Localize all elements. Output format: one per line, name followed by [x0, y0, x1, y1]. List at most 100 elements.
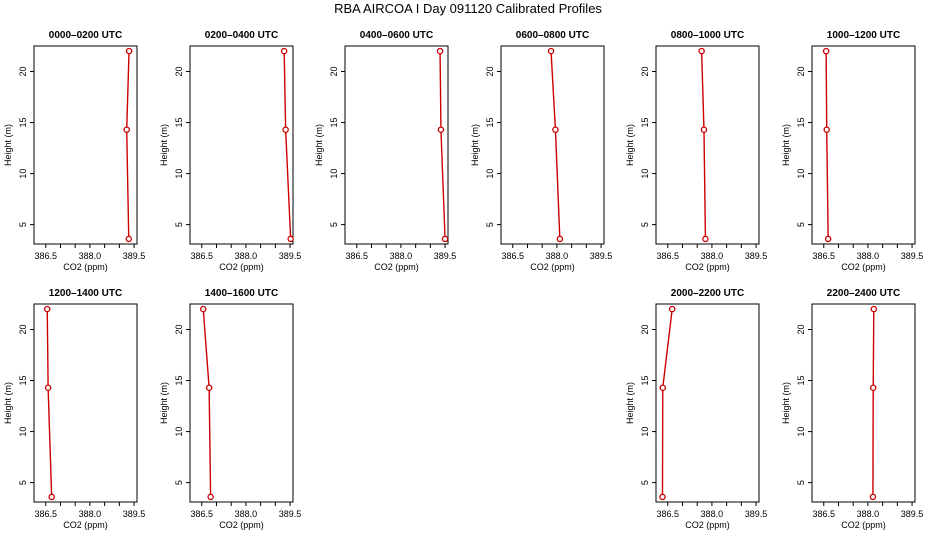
x-tick-label: 386.5	[813, 509, 836, 519]
x-tick-label: 389.5	[590, 251, 613, 261]
panel-title: 0800–1000 UTC	[671, 30, 744, 41]
y-tick-label: 20	[18, 67, 28, 77]
data-point	[287, 235, 294, 243]
y-tick-label: 5	[796, 480, 806, 485]
y-tick-label: 15	[796, 118, 806, 128]
y-tick-label: 15	[18, 376, 28, 386]
x-tick-label: 389.5	[901, 251, 924, 261]
profile-line	[439, 51, 446, 239]
profile-line	[872, 309, 875, 497]
y-tick-label: 5	[329, 222, 339, 227]
panel-title: 0400–0600 UTC	[360, 30, 433, 41]
plot-frame	[189, 303, 294, 503]
x-axis-label: CO2 (ppm)	[374, 262, 419, 272]
profile-panel: 0400–0600 UTC 386.5 388.0 389.5 5 10 15 20 CO2 (…	[314, 30, 456, 272]
panel-title: 2200–2400 UTC	[827, 288, 900, 299]
y-tick-label: 20	[174, 325, 184, 335]
profile-line	[825, 51, 829, 239]
y-tick-label: 15	[174, 376, 184, 386]
y-tick-label: 5	[796, 222, 806, 227]
x-tick-label: 389.5	[745, 251, 768, 261]
panel-title: 0200–0400 UTC	[205, 30, 278, 41]
y-tick-label: 20	[174, 67, 184, 77]
x-axis-label: CO2 (ppm)	[841, 262, 886, 272]
x-tick-label: 388.0	[701, 509, 724, 519]
profile-line	[202, 309, 212, 497]
panel-title: 0600–0800 UTC	[516, 30, 589, 41]
data-point	[436, 47, 444, 55]
data-point	[659, 384, 667, 391]
data-point	[44, 384, 52, 391]
y-tick-label: 15	[640, 376, 650, 386]
x-axis-label: CO2 (ppm)	[685, 262, 730, 272]
x-axis-label: CO2 (ppm)	[63, 262, 108, 272]
x-tick-label: 386.5	[346, 251, 369, 261]
y-tick-label: 5	[174, 480, 184, 485]
y-axis-label: Height (m)	[625, 124, 635, 166]
data-point	[869, 384, 877, 391]
x-tick-label: 386.5	[191, 509, 214, 519]
profile-panel: 2200–2400 UTC 386.5 388.0 389.5 5 10 15 20 CO2 (…	[781, 288, 923, 530]
profile-panel: 0600–0800 UTC 386.5 388.0 389.5 5 10 15 20 CO2 (…	[470, 30, 612, 272]
data-point	[824, 235, 832, 243]
data-point	[123, 126, 130, 133]
profile-panel: 0800–1000 UTC 386.5 388.0 389.5 5 10 15 20 CO2 (…	[625, 30, 767, 272]
plot-frame	[33, 45, 138, 245]
data-point	[207, 493, 214, 501]
panel-title: 2000–2200 UTC	[671, 288, 744, 299]
y-tick-label: 10	[640, 169, 650, 179]
y-tick-label: 10	[18, 169, 28, 179]
y-tick-label: 10	[796, 169, 806, 179]
y-tick-label: 5	[18, 222, 28, 227]
y-tick-label: 5	[485, 222, 495, 227]
data-point	[199, 305, 207, 313]
y-tick-label: 20	[485, 67, 495, 77]
plot-frame	[344, 45, 449, 245]
y-axis-label: Height (m)	[159, 124, 169, 166]
y-axis-label: Height (m)	[3, 124, 13, 166]
panel-title: 0000–0200 UTC	[49, 30, 122, 41]
page-title: RBA AIRCOA I Day 091120 Calibrated Profi…	[334, 1, 602, 16]
data-point	[205, 384, 213, 391]
y-tick-label: 5	[640, 222, 650, 227]
x-axis-label: CO2 (ppm)	[530, 262, 575, 272]
y-tick-label: 10	[485, 169, 495, 179]
y-tick-label: 20	[18, 325, 28, 335]
data-point	[869, 493, 877, 501]
plot-frame	[33, 303, 138, 503]
data-point	[823, 126, 830, 133]
data-point	[702, 235, 709, 243]
x-axis-label: CO2 (ppm)	[219, 520, 264, 530]
y-tick-label: 15	[796, 376, 806, 386]
x-tick-label: 389.5	[745, 509, 768, 519]
y-axis-label: Height (m)	[3, 382, 13, 424]
data-point	[48, 493, 55, 501]
x-tick-label: 386.5	[502, 251, 525, 261]
y-tick-label: 15	[640, 118, 650, 128]
x-axis-label: CO2 (ppm)	[63, 520, 108, 530]
plot-frame	[500, 45, 605, 245]
x-tick-label: 389.5	[123, 509, 146, 519]
x-tick-label: 388.0	[857, 251, 880, 261]
x-tick-label: 389.5	[123, 251, 146, 261]
y-tick-label: 20	[640, 325, 650, 335]
y-tick-label: 20	[796, 67, 806, 77]
x-tick-label: 388.0	[390, 251, 413, 261]
x-tick-label: 388.0	[79, 509, 102, 519]
x-tick-label: 388.0	[235, 509, 258, 519]
data-point	[659, 493, 666, 501]
profile-line	[550, 51, 561, 239]
y-tick-label: 15	[329, 118, 339, 128]
data-point	[125, 235, 133, 243]
y-axis-label: Height (m)	[159, 382, 169, 424]
x-tick-label: 386.5	[191, 251, 214, 261]
profile-panel: 0000–0200 UTC 386.5 388.0 389.5 5 10 15 20 CO2 (…	[3, 30, 145, 272]
data-point	[125, 47, 133, 55]
x-tick-label: 389.5	[279, 251, 302, 261]
profile-panel: 0200–0400 UTC 386.5 388.0 389.5 5 10 15 20 CO2 (…	[159, 30, 301, 272]
y-tick-label: 5	[174, 222, 184, 227]
y-tick-label: 20	[640, 67, 650, 77]
y-tick-label: 15	[485, 118, 495, 128]
data-point	[822, 47, 830, 55]
